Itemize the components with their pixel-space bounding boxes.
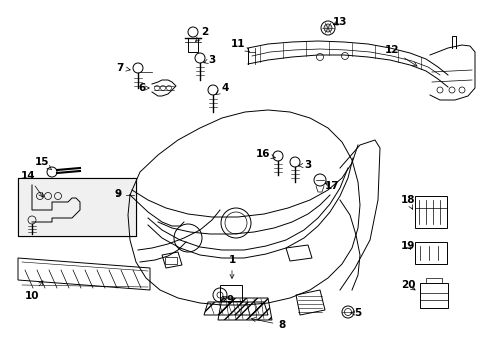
Text: 20: 20 — [400, 280, 414, 290]
Bar — [18, 178, 136, 236]
Text: 3: 3 — [203, 55, 215, 65]
Bar — [414, 196, 446, 228]
Text: 2: 2 — [195, 27, 208, 41]
Text: 9: 9 — [114, 189, 122, 199]
Text: 12: 12 — [384, 45, 416, 66]
Bar — [18, 178, 136, 236]
Text: 1: 1 — [228, 255, 235, 278]
Text: 16: 16 — [255, 149, 275, 159]
Bar — [164, 257, 177, 264]
Text: 4: 4 — [215, 83, 228, 95]
Text: 15: 15 — [35, 157, 52, 170]
Text: 19: 19 — [400, 241, 414, 251]
Text: 5: 5 — [350, 308, 361, 318]
Text: 3: 3 — [298, 160, 311, 170]
Circle shape — [324, 24, 331, 32]
Text: 18: 18 — [400, 195, 414, 209]
Text: 14: 14 — [20, 171, 43, 197]
Bar — [220, 285, 242, 301]
Text: 17: 17 — [324, 181, 339, 191]
Bar — [414, 242, 446, 264]
Text: 8: 8 — [251, 318, 285, 330]
Text: 10: 10 — [25, 281, 43, 301]
Text: 11: 11 — [230, 39, 249, 51]
Text: 6: 6 — [138, 83, 149, 93]
Bar — [187, 38, 198, 52]
Text: 13: 13 — [332, 17, 346, 27]
Text: 9: 9 — [222, 295, 233, 305]
Bar — [419, 283, 447, 308]
Text: 7: 7 — [116, 63, 130, 73]
